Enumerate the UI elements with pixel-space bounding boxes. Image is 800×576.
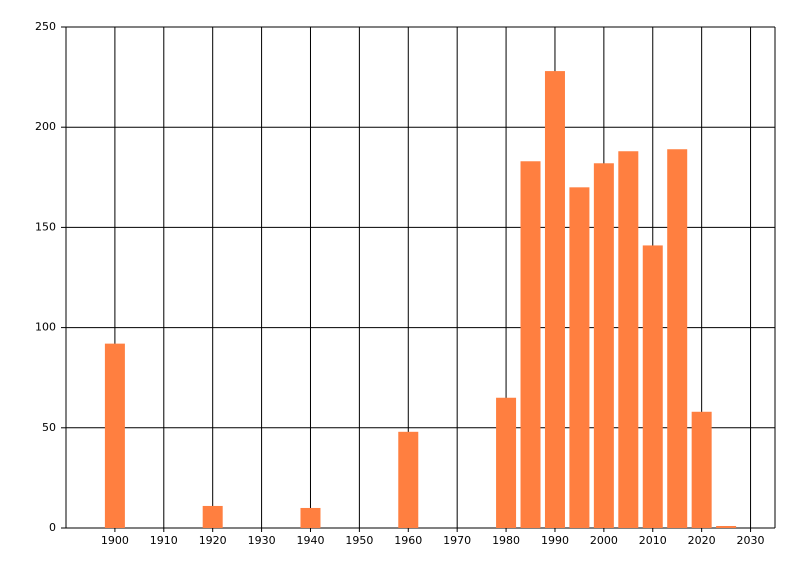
bar <box>496 397 517 528</box>
y-tick-label: 250 <box>35 20 56 33</box>
x-tick-label: 1900 <box>101 534 129 547</box>
x-tick-label: 1940 <box>296 534 324 547</box>
bar <box>618 151 639 529</box>
y-tick-label: 0 <box>49 521 56 534</box>
x-tick-label: 1930 <box>248 534 276 547</box>
bar <box>716 525 737 528</box>
x-tick-label: 1920 <box>199 534 227 547</box>
y-tick-label: 200 <box>35 120 56 133</box>
bar <box>642 245 663 528</box>
x-tick-label: 1980 <box>492 534 520 547</box>
bar <box>569 187 590 528</box>
bar <box>520 161 541 528</box>
bar <box>104 343 125 528</box>
bar <box>398 431 419 528</box>
x-tick-label: 2000 <box>590 534 618 547</box>
y-tick-label: 150 <box>35 220 56 233</box>
x-tick-label: 1970 <box>443 534 471 547</box>
x-tick-label: 2030 <box>737 534 765 547</box>
x-tick-label: 2010 <box>639 534 667 547</box>
x-tick-label: 1910 <box>150 534 178 547</box>
x-tick-label: 1990 <box>541 534 569 547</box>
bar <box>593 163 614 528</box>
y-tick-label: 50 <box>42 421 56 434</box>
y-tick-label: 100 <box>35 321 56 334</box>
bar <box>667 149 688 528</box>
bar <box>544 71 565 528</box>
bar <box>300 507 321 528</box>
x-tick-label: 2020 <box>688 534 716 547</box>
bar <box>691 411 712 528</box>
bar <box>202 505 223 528</box>
x-tick-label: 1950 <box>345 534 373 547</box>
x-tick-label: 1960 <box>394 534 422 547</box>
